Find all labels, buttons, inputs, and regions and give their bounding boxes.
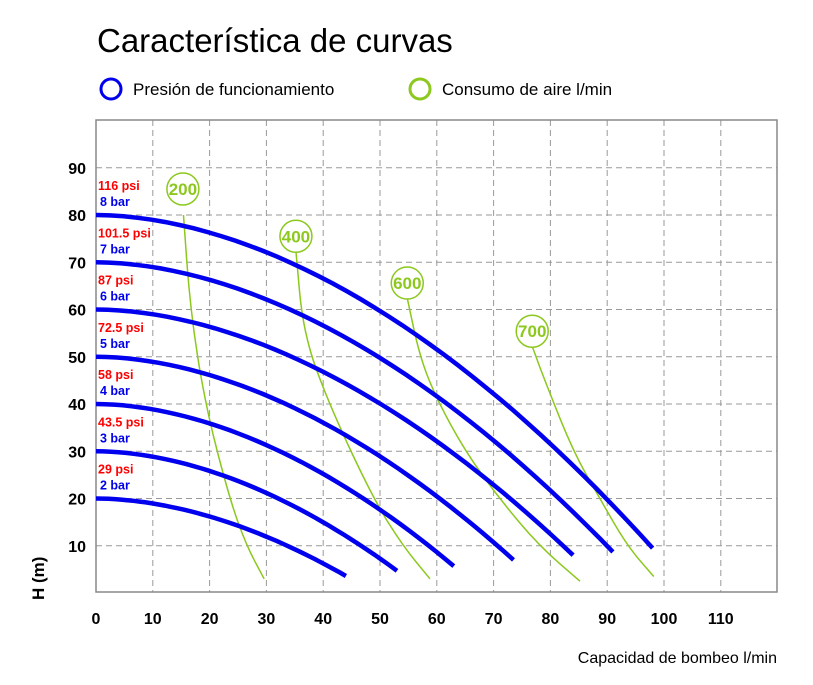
psi-label: 116 psi	[98, 179, 140, 193]
x-tick-label: 90	[598, 611, 616, 628]
x-tick-label: 80	[542, 611, 560, 628]
y-axis-label: H (m)	[29, 557, 48, 600]
air-label-circle	[515, 314, 549, 348]
bar-label: 4 bar	[100, 384, 130, 398]
air-curve-400	[295, 251, 431, 580]
pressure-curve-3-bar	[95, 449, 399, 573]
air-curve-label: 400	[282, 227, 310, 246]
bar-label: 2 bar	[100, 479, 130, 493]
psi-label: 101.5 psi	[98, 226, 151, 240]
pressure-curve-8-bar	[95, 212, 655, 550]
air-curve-label: 700	[518, 322, 546, 341]
axis-ticks: 0 10 20 30 40 50 60 70 80 90 100 110 10 20 30 40 50 60 70 8…	[68, 161, 734, 628]
psi-label: 29 psi	[98, 463, 133, 477]
pressure-curves	[95, 212, 655, 578]
psi-label: 87 psi	[98, 274, 133, 288]
psi-label: 58 psi	[98, 368, 133, 382]
air-label-circle	[166, 172, 200, 206]
air-label-circle	[279, 219, 313, 254]
air-consumption-curves: 200 400 600 700	[166, 172, 655, 582]
x-tick-label: 30	[258, 611, 276, 628]
plot-frame	[95, 119, 778, 593]
legend-air-label: Consumo de aire l/min	[442, 80, 612, 99]
air-label-circle	[390, 266, 425, 300]
bar-label: 3 bar	[100, 431, 130, 445]
y-tick-label: 70	[68, 255, 86, 272]
pressure-curve-7-bar	[95, 260, 615, 554]
x-tick-label: 10	[144, 611, 162, 628]
bar-label: 5 bar	[100, 337, 130, 351]
y-tick-label: 90	[68, 161, 86, 178]
legend: Presión de funcionamiento Consumo de air…	[99, 77, 612, 101]
psi-label: 43.5 psi	[98, 415, 144, 429]
x-tick-label: 50	[371, 611, 389, 628]
air-curve-700	[531, 346, 655, 577]
chart-title: Característica de curvas	[97, 22, 453, 59]
x-axis-label: Capacidad de bombeo l/min	[578, 650, 777, 667]
x-tick-label: 70	[485, 611, 503, 628]
grid	[96, 120, 777, 592]
bar-label: 6 bar	[100, 290, 130, 304]
y-tick-label: 50	[68, 350, 86, 367]
y-tick-label: 10	[68, 539, 86, 556]
y-tick-label: 30	[68, 444, 86, 461]
air-curve-600	[406, 298, 581, 582]
x-tick-label: 100	[651, 611, 678, 628]
air-curve-label: 600	[393, 274, 421, 293]
x-tick-label: 0	[92, 611, 101, 628]
x-tick-label: 110	[708, 611, 734, 628]
air-curve-label: 200	[169, 180, 197, 199]
pressure-curve-2-bar	[95, 496, 348, 578]
air-curve-200	[182, 214, 265, 580]
y-tick-label: 20	[68, 492, 86, 509]
bar-label: 7 bar	[100, 242, 130, 256]
pressure-curve-5-bar	[95, 354, 515, 562]
y-tick-label: 40	[68, 397, 86, 414]
legend-pressure-label: Presión de funcionamiento	[133, 80, 334, 99]
x-tick-label: 20	[201, 611, 219, 628]
x-tick-label: 40	[314, 611, 332, 628]
psi-label: 72.5 psi	[98, 321, 144, 335]
y-tick-label: 60	[68, 303, 86, 320]
legend-pressure-marker	[99, 77, 123, 101]
pressure-curve-6-bar	[95, 307, 575, 557]
x-tick-label: 60	[428, 611, 446, 628]
pressure-curve-4-bar	[95, 401, 456, 568]
y-tick-label: 80	[68, 208, 86, 225]
pressure-labels: 116 psi 8 bar 101.5 psi 7 bar 87 psi 6 bar 72.…	[98, 179, 151, 493]
legend-air-marker	[408, 77, 432, 101]
bar-label: 8 bar	[100, 195, 130, 209]
